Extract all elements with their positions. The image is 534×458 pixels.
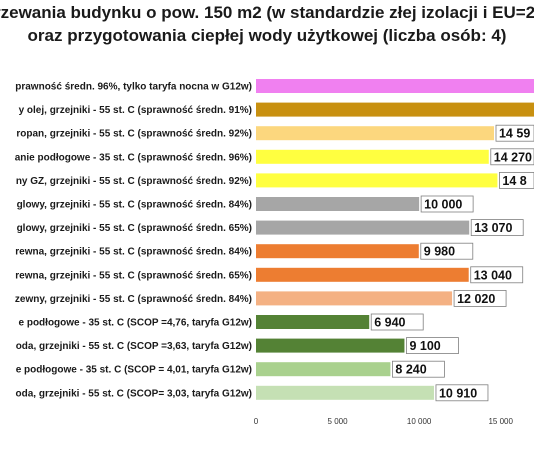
- chart-title-line1: rzewania budynku o pow. 150 m2 (w standa…: [0, 3, 534, 22]
- bar: [256, 385, 434, 400]
- data-label-box: [406, 337, 459, 355]
- category-label: y olej, grzejniki - 55 st. C (sprawność …: [19, 105, 252, 116]
- x-tick-label: 10 000: [407, 417, 432, 426]
- bar: [256, 220, 470, 235]
- category-label: ny GZ, grzejniki - 55 st. C (sprawność ś…: [16, 176, 252, 187]
- bar: [256, 79, 534, 93]
- category-label: anie podłogowe - 35 st. C (sprawność śre…: [15, 152, 252, 163]
- data-label-box: [495, 124, 534, 142]
- data-label: 13 070: [474, 221, 512, 235]
- bar: [256, 102, 534, 117]
- data-label-box: [453, 289, 507, 307]
- category-label: prawność średn. 96%, tylko taryfa nocna …: [15, 82, 252, 93]
- data-label-box: [470, 219, 524, 237]
- data-label-box: [392, 360, 445, 378]
- data-label-box: [490, 148, 534, 166]
- data-label: 9 100: [409, 339, 440, 353]
- data-label: 13 040: [474, 268, 512, 282]
- data-label: 10 910: [439, 386, 477, 400]
- bar: [256, 362, 391, 377]
- data-label: 14 8: [502, 174, 526, 188]
- data-label: 14 59: [499, 127, 530, 141]
- category-label: ropan, grzejniki - 55 st. C (sprawność ś…: [16, 129, 252, 140]
- category-label: rewna, grzejniki - 55 st. C (sprawność ś…: [15, 270, 252, 281]
- data-label: 9 980: [424, 245, 455, 259]
- bar: [256, 173, 498, 188]
- data-label-box: [420, 195, 474, 213]
- data-label-box: [435, 384, 489, 402]
- category-label: glowy, grzejniki - 55 st. C (sprawność ś…: [17, 200, 252, 211]
- data-label: 10 000: [424, 198, 462, 212]
- bar: [256, 149, 489, 164]
- bar: [256, 338, 405, 353]
- category-label: zewny, grzejniki - 55 st. C (sprawność ś…: [15, 294, 252, 305]
- bar: [256, 244, 419, 259]
- category-label: glowy, grzejniki - 55 st. C (sprawność ś…: [17, 223, 252, 234]
- chart-title-line2: oraz przygotowania ciepłej wody użytkowe…: [27, 26, 507, 45]
- data-label: 8 240: [395, 363, 426, 377]
- x-tick-label: 5 000: [328, 417, 349, 426]
- bar: [256, 291, 453, 306]
- bar: [256, 126, 494, 141]
- data-label: 12 020: [457, 292, 495, 306]
- data-label-box: [420, 242, 474, 260]
- category-label: oda, grzejniki - 55 st. C (SCOP =3,63, t…: [16, 341, 252, 352]
- data-label-box: [370, 313, 424, 331]
- bar: [256, 197, 420, 211]
- data-label: 14 270: [494, 150, 532, 164]
- category-label: oda, grzejniki - 55 st. C (SCOP= 3,03, t…: [16, 388, 252, 399]
- category-label: e podłogowe - 35 st. C (SCOP =4,76, tary…: [19, 318, 253, 329]
- x-tick-label: 15 000: [488, 417, 513, 426]
- data-label: 6 940: [374, 316, 405, 330]
- data-label-box: [470, 266, 524, 284]
- bar: [256, 315, 370, 329]
- category-label: rewna, grzejniki - 55 st. C (sprawność ś…: [15, 247, 252, 258]
- category-label: e podłogowe - 35 st. C (SCOP = 4,01, tar…: [16, 365, 252, 376]
- bar: [256, 267, 469, 282]
- x-tick-label: 0: [254, 417, 259, 426]
